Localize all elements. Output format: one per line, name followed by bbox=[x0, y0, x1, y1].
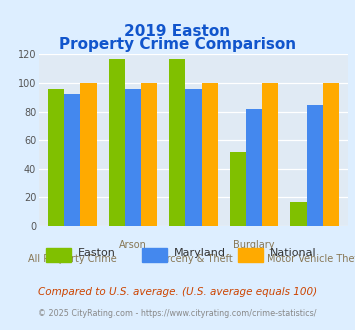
Bar bbox=[290, 202, 306, 226]
Bar bbox=[64, 94, 81, 226]
Bar bbox=[246, 109, 262, 226]
Text: © 2025 CityRating.com - https://www.cityrating.com/crime-statistics/: © 2025 CityRating.com - https://www.city… bbox=[38, 309, 317, 318]
Bar bbox=[109, 59, 125, 226]
Text: Arson: Arson bbox=[119, 240, 147, 250]
Bar bbox=[306, 105, 323, 226]
Text: All Property Crime: All Property Crime bbox=[28, 254, 117, 264]
Text: Compared to U.S. average. (U.S. average equals 100): Compared to U.S. average. (U.S. average … bbox=[38, 287, 317, 297]
Text: Motor Vehicle Theft: Motor Vehicle Theft bbox=[267, 254, 355, 264]
Text: Easton: Easton bbox=[78, 248, 116, 258]
Text: National: National bbox=[270, 248, 316, 258]
Bar bbox=[230, 152, 246, 226]
Bar bbox=[48, 89, 64, 226]
Text: Larceny & Theft: Larceny & Theft bbox=[154, 254, 233, 264]
Bar bbox=[141, 83, 157, 226]
Bar bbox=[323, 83, 339, 226]
Bar bbox=[202, 83, 218, 226]
Bar bbox=[185, 89, 202, 226]
Bar bbox=[262, 83, 278, 226]
Bar bbox=[125, 89, 141, 226]
Text: Property Crime Comparison: Property Crime Comparison bbox=[59, 37, 296, 52]
Text: Burglary: Burglary bbox=[233, 240, 275, 250]
Text: Maryland: Maryland bbox=[174, 248, 226, 258]
Bar bbox=[169, 59, 185, 226]
Text: 2019 Easton: 2019 Easton bbox=[125, 24, 230, 39]
Bar bbox=[81, 83, 97, 226]
